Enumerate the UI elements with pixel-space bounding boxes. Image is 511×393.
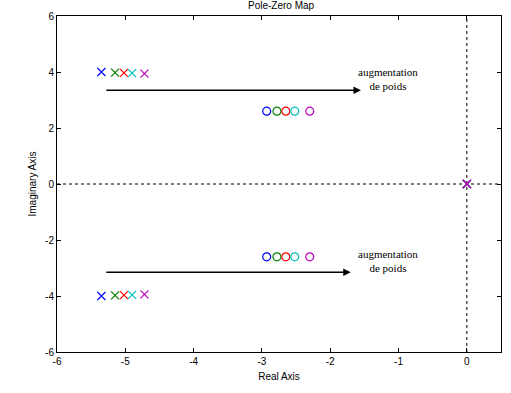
svg-text:augmentationde poids: augmentationde poids (358, 248, 418, 274)
svg-text:6: 6 (48, 11, 54, 22)
svg-text:Pole-Zero Map: Pole-Zero Map (248, 0, 315, 11)
svg-text:Real Axis: Real Axis (258, 371, 300, 382)
svg-text:-2: -2 (326, 356, 335, 367)
svg-text:augmentationde poids: augmentationde poids (358, 66, 418, 92)
svg-text:-6: -6 (45, 347, 54, 358)
svg-text:Imaginary Axis: Imaginary Axis (27, 151, 38, 216)
svg-text:-6: -6 (53, 356, 62, 367)
svg-text:-2: -2 (45, 235, 54, 246)
svg-text:-5: -5 (121, 356, 130, 367)
svg-text:2: 2 (48, 123, 54, 134)
svg-text:4: 4 (48, 67, 54, 78)
svg-text:-3: -3 (257, 356, 266, 367)
svg-text:-4: -4 (45, 291, 54, 302)
svg-text:0: 0 (464, 356, 470, 367)
svg-text:-1: -1 (394, 356, 403, 367)
svg-text:0: 0 (48, 179, 54, 190)
svg-text:-4: -4 (189, 356, 198, 367)
